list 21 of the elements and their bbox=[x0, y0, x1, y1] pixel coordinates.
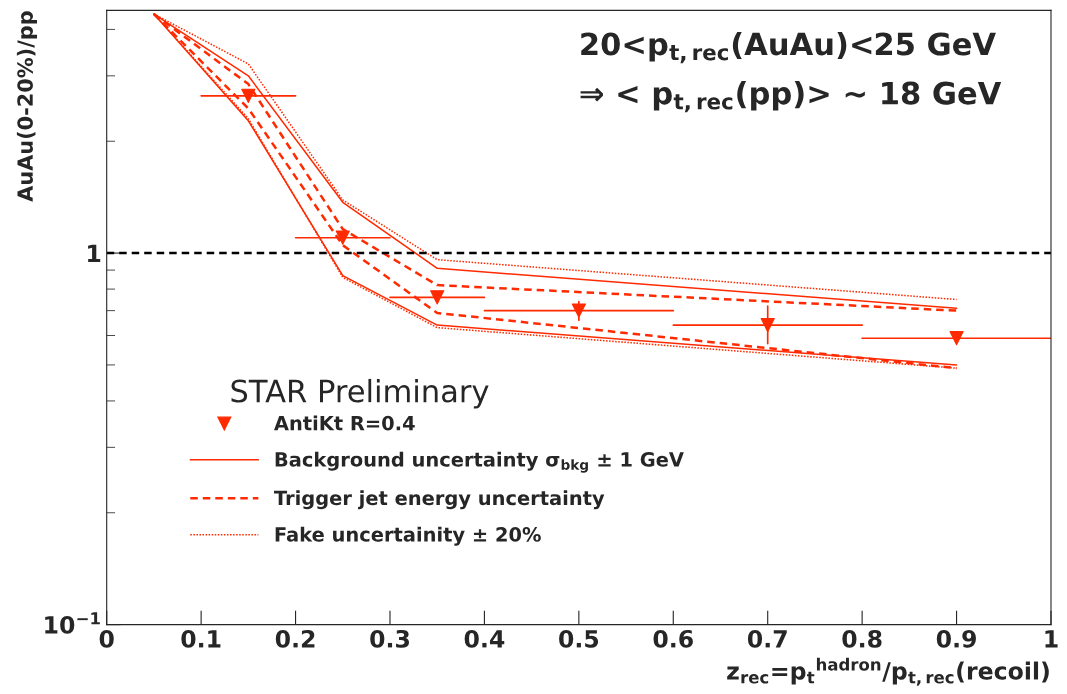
x-tick-label: 0.9 bbox=[936, 629, 976, 648]
x-tick-label: 0.5 bbox=[559, 629, 599, 648]
x-tick-label: 1 bbox=[1045, 630, 1058, 648]
legend-label: Fake uncertainity ± 20% bbox=[275, 526, 541, 546]
y-axis-title: AuAu(0-20%)/pp bbox=[16, 11, 38, 202]
annotation: ⇒ < p$_{t,rec}$(pp)> ~ 18 GeV bbox=[580, 81, 1002, 113]
x-tick-label: 0.2 bbox=[275, 629, 315, 648]
x-tick-label: 0.6 bbox=[653, 629, 693, 648]
x-tick-label: 0.8 bbox=[842, 629, 882, 648]
x-tick-label: 0.4 bbox=[464, 629, 505, 648]
x-axis-title: z$_{rec}$=p$_{t}$$^{hadron}$/p$_{t,rec}$(recoil) bbox=[727, 657, 1049, 686]
x-tick-label: 0.3 bbox=[370, 629, 410, 648]
x-tick-label: 0 bbox=[99, 629, 114, 648]
legend-label: AntiKt R=0.4 bbox=[274, 415, 415, 431]
legend-label: Background uncertainty σ$_{bkg}$ ± 1 GeV bbox=[275, 451, 684, 473]
legend-label: Trigger jet energy uncertainty bbox=[274, 490, 605, 510]
y-tick-label: 10$^{−1}$ bbox=[45, 612, 100, 634]
annotation: STAR Preliminary bbox=[231, 378, 489, 409]
annotation: 20<p$_{t,rec}$(AuAu)<25 GeV bbox=[581, 31, 996, 64]
x-tick-label: 0.7 bbox=[747, 629, 787, 648]
x-tick-label: 0.1 bbox=[181, 629, 221, 648]
